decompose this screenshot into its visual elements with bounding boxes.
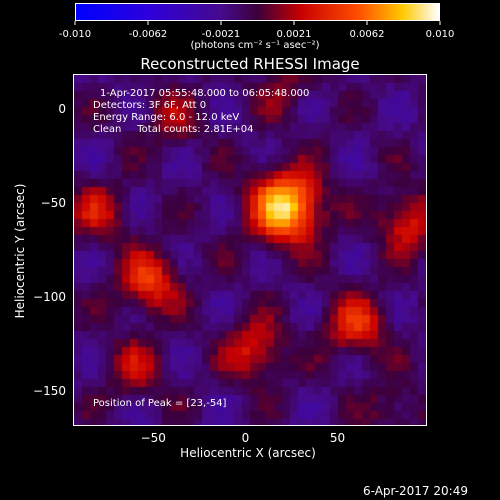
x-tick-label: −50 [141,431,166,445]
colorbar-tick-label: 0.010 [426,29,455,40]
x-tick-label: 50 [330,431,345,445]
colorbar-tick-label: -0.0062 [129,29,168,40]
detectors-text: Detectors: 3F 6F, Att 0 [93,100,207,111]
colorbar-tick-label: -0.010 [59,29,91,40]
heatmap-image [74,75,426,425]
colorbar-tick-label: 0.0021 [277,29,312,40]
y-tick-label: −150 [33,384,66,398]
x-tick-label: 0 [242,431,250,445]
colorbar-ticks: -0.010 -0.0062 -0.0021 0.0021 0.0062 0.010 [59,21,454,40]
y-tick-label: −50 [41,196,66,210]
colorbar-tick-label: -0.0021 [202,29,241,40]
y-tick-label: 0 [58,102,66,116]
energy-range-text: Energy Range: 6.0 - 12.0 keV [93,112,240,123]
time-range-text: 1-Apr-2017 05:55:48.000 to 06:05:48.000 [100,88,310,99]
colorbar-tick-label: 0.0062 [350,29,385,40]
x-axis-label: Heliocentric X (arcsec) [180,446,316,460]
peak-position-text: Position of Peak = [23,-54] [93,398,227,409]
colorbar [75,3,440,21]
clean-counts-text: Clean Total counts: 2.81E+04 [93,124,254,135]
timestamp: 6-Apr-2017 20:49 [363,484,468,498]
y-tick-label: −100 [33,290,66,304]
chart-title: Reconstructed RHESSI Image [140,55,359,73]
plot-frame [73,74,427,426]
y-axis-label: Heliocentric Y (arcsec) [13,184,27,319]
colorbar-unit-label: (photons cm⁻² s⁻¹ asec⁻²) [190,40,319,51]
